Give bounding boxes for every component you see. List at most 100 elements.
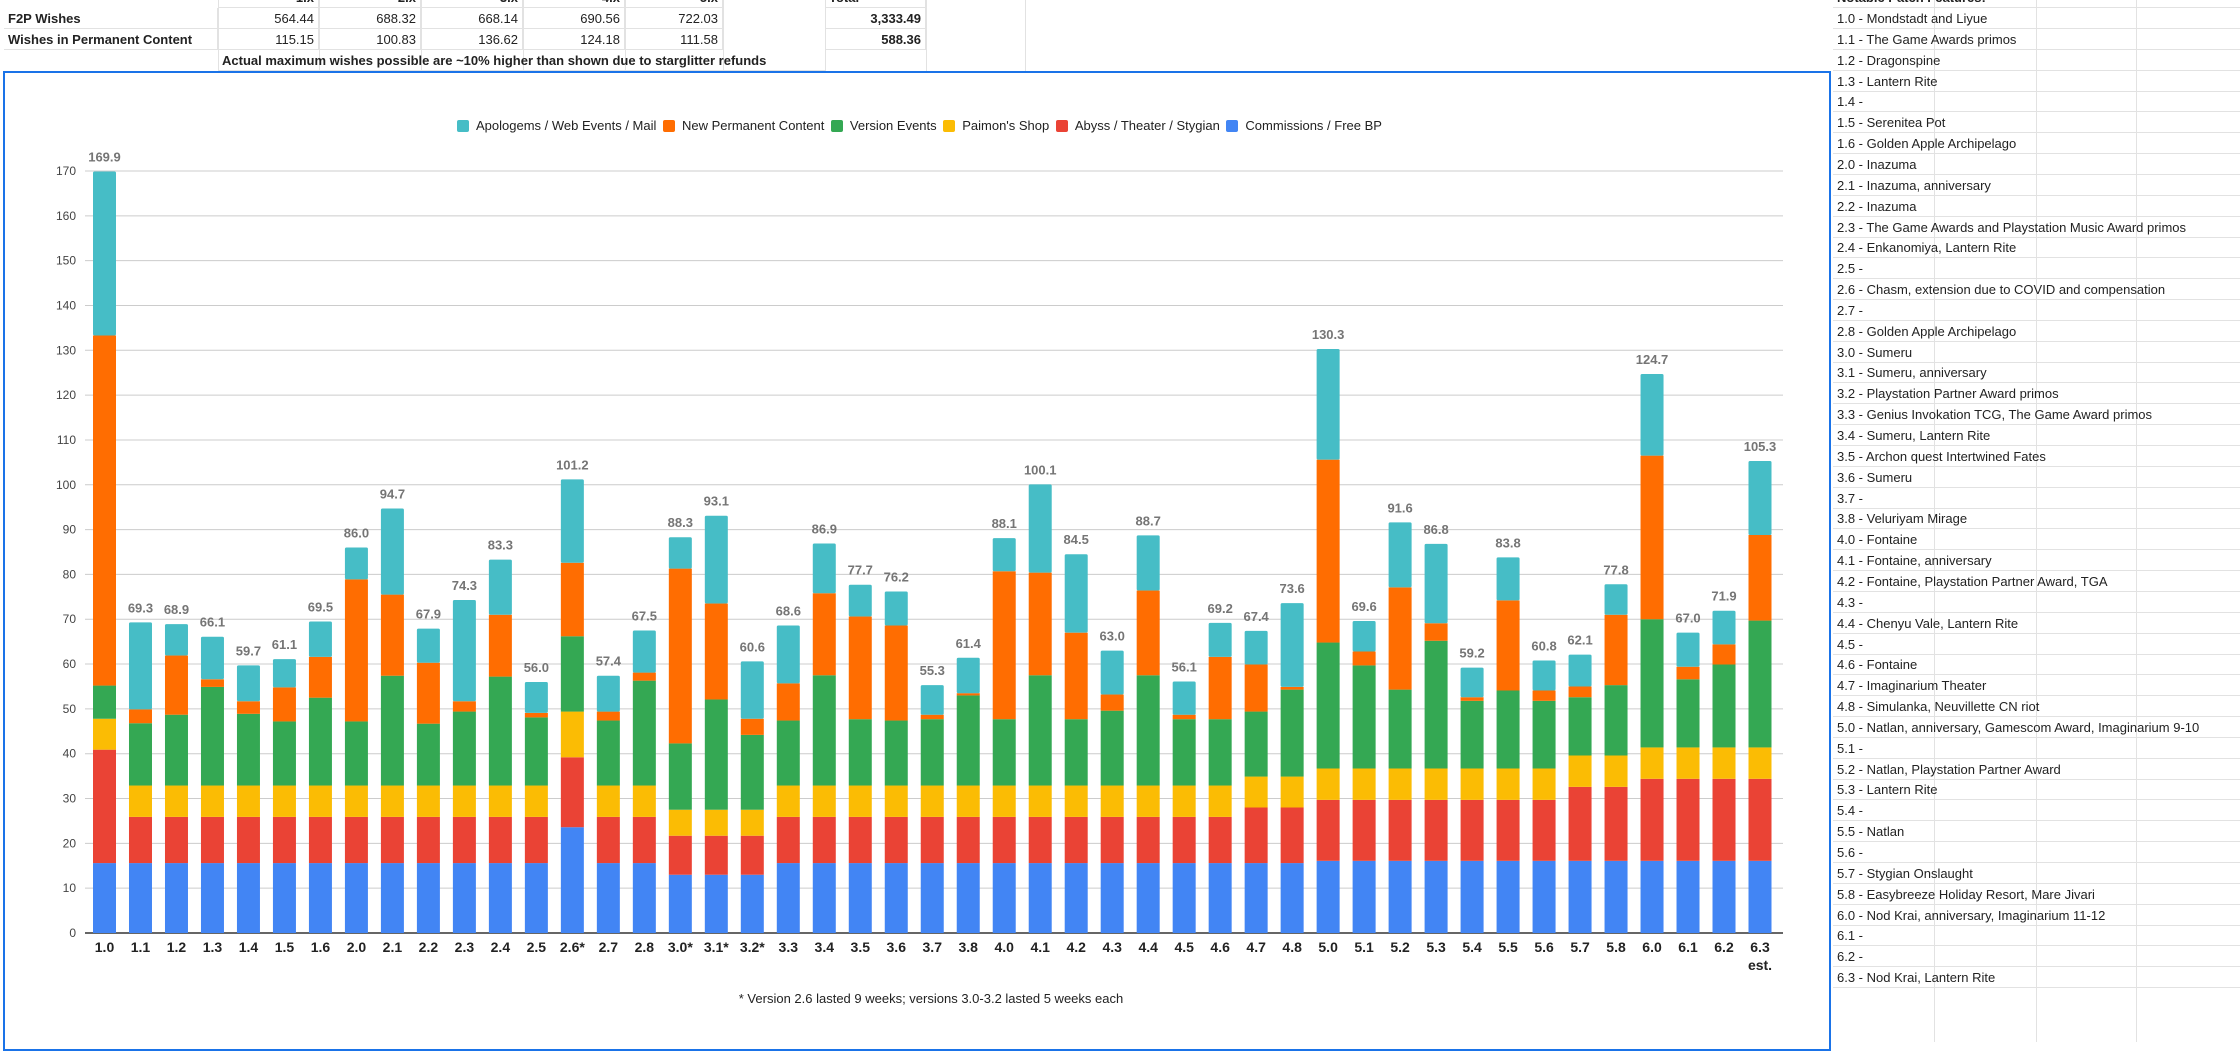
bar-segment[interactable] [344,547,368,580]
bar-segment[interactable] [1496,557,1520,601]
bar-segment[interactable] [956,863,980,933]
bar-segment[interactable] [236,863,260,933]
bar-segment[interactable] [236,701,260,714]
bar-segment[interactable] [93,749,116,864]
bar-segment[interactable] [668,835,692,875]
header-cell[interactable]: 1.x [218,0,319,8]
bar-segment[interactable] [93,171,116,336]
bar-segment[interactable] [272,785,296,817]
legend-item[interactable]: New Permanent Content [662,118,824,133]
bar-segment[interactable] [416,628,440,663]
bar-segment[interactable] [1028,675,1052,786]
bar-segment[interactable] [1244,664,1268,712]
bar-segment[interactable] [308,816,332,864]
bar-segment[interactable] [488,863,512,933]
bar-segment[interactable] [1388,799,1412,861]
bar-segment[interactable] [452,816,476,864]
notable-item[interactable]: 5.2 - Natlan, Playstation Partner Award [1833,759,2240,780]
bar-segment[interactable] [956,785,980,817]
bar-segment[interactable] [1676,632,1700,667]
bar-segment[interactable] [596,720,620,786]
bar-segment[interactable] [1748,461,1772,535]
bar-segment[interactable] [380,785,404,817]
bar-segment[interactable] [848,816,872,864]
bar-segment[interactable] [308,785,332,817]
notable-item[interactable]: 5.8 - Easybreeze Holiday Resort, Mare Ji… [1833,884,2240,905]
bar-segment[interactable] [992,816,1016,864]
bar-segment[interactable] [1568,654,1592,687]
bar-segment[interactable] [1244,863,1268,933]
bar-segment[interactable] [1568,860,1592,933]
notable-item[interactable]: 4.4 - Chenyu Vale, Lantern Rite [1833,613,2240,634]
notable-item[interactable]: 3.7 - [1833,488,2240,509]
bar-segment[interactable] [1208,816,1232,864]
bar-segment[interactable] [488,676,512,786]
bar-segment[interactable] [1316,799,1340,861]
bar-segment[interactable] [1640,374,1664,456]
bar-segment[interactable] [344,785,368,817]
legend-item[interactable]: Paimon's Shop [943,118,1049,133]
bar-segment[interactable] [1388,768,1412,800]
bar-segment[interactable] [956,693,980,696]
bar-segment[interactable] [1604,685,1628,756]
notable-item[interactable]: 1.1 - The Game Awards primos [1833,29,2240,50]
bar-segment[interactable] [704,515,728,604]
bar-segment[interactable] [488,559,512,615]
bar-segment[interactable] [812,785,836,817]
bar-segment[interactable] [632,630,656,673]
bar-segment[interactable] [1460,768,1484,800]
notable-item[interactable]: 5.3 - Lantern Rite [1833,779,2240,801]
bar-segment[interactable] [1172,785,1196,817]
bar-segment[interactable] [272,816,296,864]
bar-segment[interactable] [1172,681,1196,715]
bar-segment[interactable] [596,711,620,721]
bar-segment[interactable] [992,863,1016,933]
bar-segment[interactable] [632,863,656,933]
notable-item[interactable]: 3.0 - Sumeru [1833,342,2240,363]
bar-segment[interactable] [1244,711,1268,777]
bar-segment[interactable] [1100,863,1124,933]
bar-segment[interactable] [848,719,872,786]
bar-segment[interactable] [272,721,296,786]
notable-item[interactable]: 5.7 - Stygian Onslaught [1833,863,2240,884]
bar-segment[interactable] [1640,860,1664,933]
notable-item[interactable]: 4.8 - Simulanka, Neuvillette CN riot [1833,696,2240,718]
bar-segment[interactable] [1352,665,1376,769]
notable-item[interactable]: 1.4 - [1833,91,2240,113]
bar-segment[interactable] [1064,632,1088,720]
bar-segment[interactable] [1064,719,1088,786]
bar-segment[interactable] [1568,686,1592,698]
bar-segment[interactable] [1748,778,1772,861]
bar-segment[interactable] [1496,768,1520,800]
bar-segment[interactable] [272,687,296,722]
bar-segment[interactable] [380,816,404,864]
bar-segment[interactable] [1136,785,1160,817]
bar-segment[interactable] [1604,860,1628,933]
bar-segment[interactable] [308,863,332,933]
bar-segment[interactable] [884,625,908,721]
bar-segment[interactable] [164,655,188,715]
total-cell[interactable]: 3,333.49 [825,8,926,29]
notable-item[interactable]: 5.4 - [1833,800,2240,822]
bar-segment[interactable] [1748,860,1772,933]
bar-segment[interactable] [668,874,692,933]
bar-segment[interactable] [488,816,512,864]
notable-item[interactable]: 1.5 - Serenitea Pot [1833,112,2240,134]
notable-item[interactable]: 2.4 - Enkanomiya, Lantern Rite [1833,237,2240,259]
bar-segment[interactable] [920,816,944,864]
bar-segment[interactable] [632,816,656,864]
bar-segment[interactable] [1460,667,1484,698]
bar-segment[interactable] [884,785,908,817]
bar-segment[interactable] [920,863,944,933]
bar-segment[interactable] [1532,660,1556,691]
bar-segment[interactable] [992,538,1016,572]
bar-segment[interactable] [560,479,584,563]
bar-segment[interactable] [1640,747,1664,779]
bar-segment[interactable] [1280,863,1304,933]
bar-segment[interactable] [344,721,368,786]
notable-item[interactable]: 2.6 - Chasm, extension due to COVID and … [1833,279,2240,301]
bar-segment[interactable] [704,874,728,933]
bar-segment[interactable] [776,816,800,864]
bar-segment[interactable] [236,713,260,786]
bar-segment[interactable] [1460,799,1484,861]
